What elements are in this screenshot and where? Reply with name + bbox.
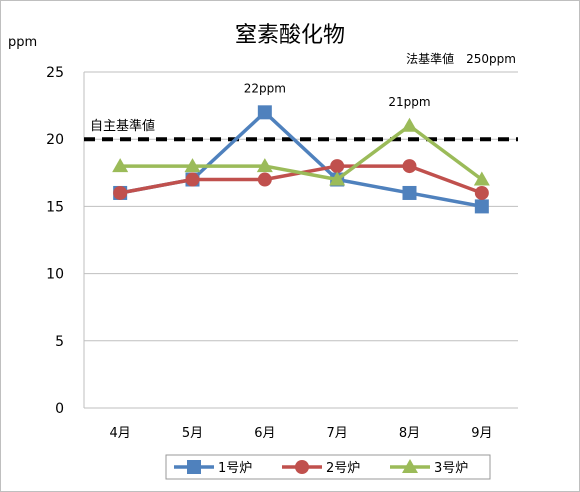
legend-label-1号炉: 1号炉 xyxy=(218,461,252,476)
point-2号炉-7月 xyxy=(330,159,345,174)
y-tick-labels: 0 5 10 15 20 25 xyxy=(46,65,64,417)
point-3号炉-8月 xyxy=(401,117,418,132)
point-3号炉-6月 xyxy=(256,158,273,173)
series-3号炉 xyxy=(112,117,490,186)
x-tick-7月: 7月 xyxy=(327,426,348,441)
point-2号炉-5月 xyxy=(185,172,200,187)
y-tick-15: 15 xyxy=(46,199,64,215)
point-1号炉-9月 xyxy=(474,199,489,214)
point-1号炉-8月 xyxy=(402,185,417,200)
x-tick-5月: 5月 xyxy=(182,426,203,441)
point-2号炉-8月 xyxy=(402,159,417,174)
point-1号炉-6月 xyxy=(257,105,272,120)
y-axis-label: ppm xyxy=(8,35,37,50)
point-2号炉-6月 xyxy=(257,172,272,187)
point-3号炉-5月 xyxy=(184,158,201,173)
legend-label-3号炉: 3号炉 xyxy=(434,461,468,476)
series-line-1号炉 xyxy=(119,110,483,209)
legend-marker-1号炉 xyxy=(187,460,201,474)
legend-label-2号炉: 2号炉 xyxy=(326,461,360,476)
legend-item-3号炉: 3号炉 xyxy=(390,459,468,476)
chart-title: 窒素酸化物 xyxy=(235,23,345,48)
y-tick-10: 10 xyxy=(46,267,64,283)
x-tick-8月: 8月 xyxy=(399,426,420,441)
legend: 1号炉 2号炉 3号炉 xyxy=(165,454,491,480)
x-tick-6月: 6月 xyxy=(254,426,275,441)
y-tick-0: 0 xyxy=(55,401,64,417)
annotation-6月: 22ppm xyxy=(244,81,286,95)
point-2号炉-4月 xyxy=(113,185,128,200)
y-tick-20: 20 xyxy=(46,132,64,148)
series-line-3号炉 xyxy=(120,124,483,182)
x-tick-4月: 4月 xyxy=(110,426,131,441)
y-tick-25: 25 xyxy=(46,65,64,81)
x-tick-9月: 9月 xyxy=(471,426,492,441)
series-line-2号炉 xyxy=(119,164,483,195)
legend-item-2号炉: 2号炉 xyxy=(282,460,360,476)
series-group xyxy=(112,105,490,214)
point-3号炉-4月 xyxy=(112,158,129,173)
point-3号炉-9月 xyxy=(473,171,490,186)
reference-line-group: 自主基準値 xyxy=(84,118,518,142)
legend-box xyxy=(165,454,491,480)
reference-line-label: 自主基準値 xyxy=(90,118,155,134)
point-2号炉-9月 xyxy=(474,185,489,200)
annotation-8月: 21ppm xyxy=(388,95,430,109)
legend-marker-3号炉 xyxy=(402,459,418,473)
legal-standard-label: 法基準値 250ppm xyxy=(406,51,516,66)
legend-marker-2号炉 xyxy=(295,460,309,474)
x-tick-labels: 4月 5月 6月 7月 8月 9月 xyxy=(110,426,493,441)
y-tick-5: 5 xyxy=(55,334,64,350)
legend-item-1号炉: 1号炉 xyxy=(174,460,252,476)
point-3号炉-7月 xyxy=(329,171,346,186)
series-1号炉 xyxy=(113,105,489,214)
